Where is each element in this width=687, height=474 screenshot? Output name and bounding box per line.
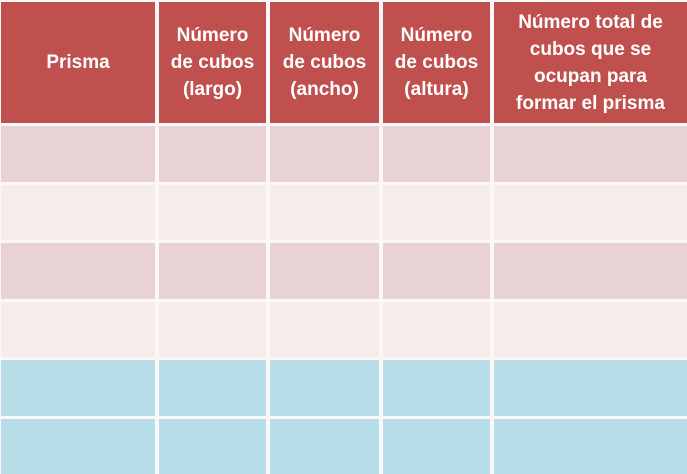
table-cell-r1-c5	[494, 126, 687, 182]
table-cell-r4-c1	[1, 301, 155, 357]
table-cell-r2-c4	[383, 184, 490, 240]
table-cell-r2-c1	[1, 184, 155, 240]
header-cell-prisma: Prisma	[1, 2, 155, 123]
table-cell-r4-c3	[270, 301, 379, 357]
table-cell-r2-c5	[494, 184, 687, 240]
table-cell-r2-c2	[159, 184, 266, 240]
table-cell-r3-c1	[1, 243, 155, 299]
table-cell-r4-c2	[159, 301, 266, 357]
table-cell-r1-c1	[1, 126, 155, 182]
table-cell-r3-c3	[270, 243, 379, 299]
table-cell-r4-c5	[494, 301, 687, 357]
table-cell-r5-c5	[494, 360, 687, 416]
table-cell-r3-c2	[159, 243, 266, 299]
table-cell-r4-c4	[383, 301, 490, 357]
table-cell-r5-c4	[383, 360, 490, 416]
table-cell-r2-c3	[270, 184, 379, 240]
table-cell-r1-c3	[270, 126, 379, 182]
table-cell-r6-c4	[383, 418, 490, 474]
table-cell-r6-c2	[159, 418, 266, 474]
table-cell-r5-c2	[159, 360, 266, 416]
table-cell-r6-c3	[270, 418, 379, 474]
table-cell-r1-c2	[159, 126, 266, 182]
table-cell-r3-c5	[494, 243, 687, 299]
table-cell-r1-c4	[383, 126, 490, 182]
table-cell-r3-c4	[383, 243, 490, 299]
table-cell-r5-c3	[270, 360, 379, 416]
table-cell-r5-c1	[1, 360, 155, 416]
table-cell-r6-c1	[1, 418, 155, 474]
header-cell-cubos-altura: Número de cubos (altura)	[383, 2, 490, 123]
header-cell-cubos-ancho: Número de cubos (ancho)	[270, 2, 379, 123]
header-cell-cubos-largo: Número de cubos (largo)	[159, 2, 266, 123]
header-cell-cubos-total: Número total de cubos que se ocupan para…	[494, 2, 687, 123]
table-cell-r6-c5	[494, 418, 687, 474]
